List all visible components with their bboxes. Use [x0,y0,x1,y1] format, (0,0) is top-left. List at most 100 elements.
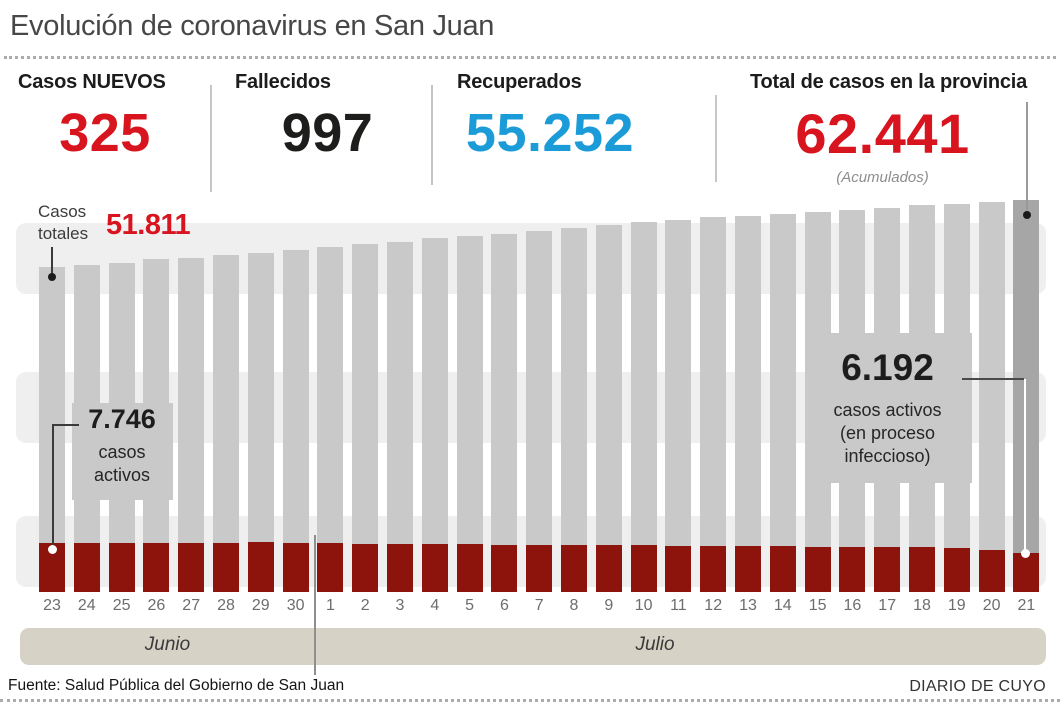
active-bar [839,546,866,592]
day-label: 5 [465,597,475,614]
total-bar [282,250,309,592]
activos-inicio-dot [48,545,57,554]
day-label: 8 [569,597,579,614]
stats-divider [431,85,433,185]
month-separator [314,535,316,675]
day-label: 14 [773,597,792,614]
active-bar [108,542,135,592]
stat-label-casos-nuevos: Casos NUEVOS [18,71,166,93]
active-bar [317,543,344,592]
activos-fin-dot [1021,549,1030,558]
active-bar [804,546,831,592]
total-bar [387,241,413,592]
casos-totales-label: Casos totales [38,202,89,244]
day-label: 15 [808,597,827,614]
day-label: 30 [286,597,305,614]
day-label: 21 [1017,597,1036,614]
total-bar [769,214,796,592]
day-label: 28 [217,597,235,614]
stat-value-fallecidos: 997 [281,103,374,163]
activos-inicio-label: casos activos [93,442,151,486]
total-dot [1023,211,1031,219]
activos-fin-connector-v [1024,379,1026,551]
stats-divider [210,85,212,192]
active-bar [213,543,239,592]
active-bar [456,544,483,592]
day-label: 13 [739,597,757,614]
total-bar [352,243,379,592]
activos-fin-label: casos activos (en proceso infeccioso) [833,400,942,467]
active-bar [178,543,205,592]
stat-label-recuperados: Recuperados [457,71,582,93]
stat-value-total-provincia: 62.441 [795,102,970,165]
annotation-patch [72,403,173,500]
day-label: 18 [913,597,931,614]
annotation-patch [805,333,972,483]
total-bar [630,222,657,592]
active-bar [978,549,1005,592]
active-bar [526,544,553,592]
total-bar [1013,200,1040,592]
day-label: 7 [534,597,544,614]
day-label: 9 [604,597,614,614]
total-bar [561,227,587,592]
total-bar [665,219,692,592]
day-label: 16 [843,597,862,614]
total-bar [178,257,205,592]
day-label: 1 [325,597,335,614]
active-bar [247,542,274,592]
total-bar [700,217,727,592]
casos-totales-value: 51.811 [106,209,191,241]
stat-value-casos-nuevos: 325 [59,103,151,163]
active-bar [735,546,761,592]
active-bar [73,542,100,592]
activos-inicio-connector-v [52,424,54,546]
total-bar [978,202,1005,592]
day-label: 10 [634,597,653,614]
active-bar [595,545,622,592]
active-bar [909,547,935,592]
total-connector [1026,102,1028,212]
stats-divider [715,95,717,182]
total-bar [421,237,448,592]
day-label: 29 [251,597,270,614]
day-label: 27 [182,597,201,614]
active-bar [630,545,657,592]
month-band [20,628,1046,665]
day-label: 17 [878,597,897,614]
source-text: Fuente: Salud Pública del Gobierno de Sa… [8,677,345,694]
stat-value-recuperados: 55.252 [465,103,635,163]
total-bar [456,236,483,592]
activos-fin-connector-h [962,378,1024,380]
day-label: 19 [947,597,966,614]
stat-label-fallecidos: Fallecidos [235,71,331,93]
day-label: 6 [499,597,509,614]
day-label: 25 [112,597,131,614]
active-bar [143,543,170,592]
day-label: 12 [704,597,723,614]
day-label: 23 [43,597,61,614]
total-bar [317,246,344,592]
active-bar [700,545,727,592]
activos-fin-value: 6.192 [841,347,934,388]
activos-inicio-value: 7.746 [88,404,156,434]
casos-totales-connector [51,247,53,275]
credit-text: DIARIO DE CUYO [909,678,1046,695]
active-bar [352,543,379,592]
day-label: 3 [395,597,405,614]
month-label-junio: Junio [144,634,191,655]
stat-label-total-provincia: Total de casos en la provincia [750,71,1028,93]
day-label: 24 [77,597,96,614]
header-divider [4,56,1056,59]
total-bar [491,233,518,592]
active-bar [874,547,901,592]
day-label: 4 [430,597,440,614]
total-bar [735,216,761,592]
day-label: 26 [147,597,166,614]
day-label: 20 [982,597,1001,614]
day-label: 2 [360,597,370,614]
active-bar [561,544,587,592]
active-bar [1013,553,1040,592]
total-bar [213,255,239,592]
active-bar [387,544,413,592]
